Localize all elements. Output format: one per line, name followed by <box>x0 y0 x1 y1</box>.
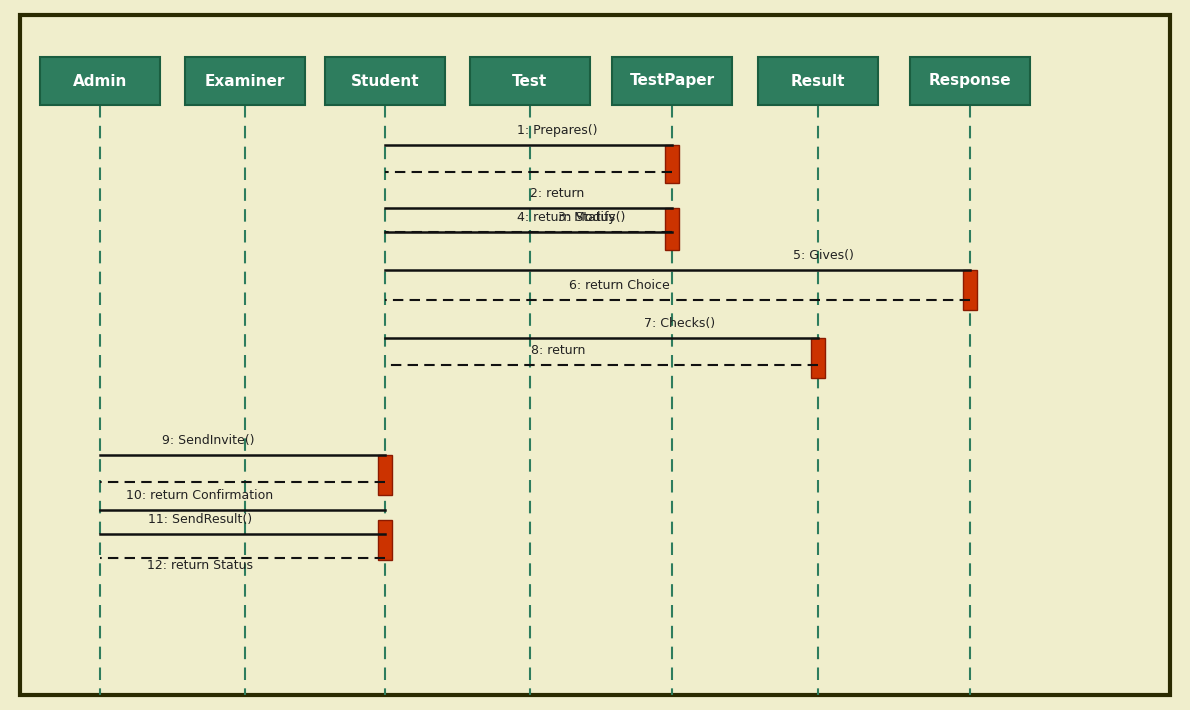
Text: 7: Checks(): 7: Checks() <box>644 317 715 330</box>
Bar <box>963 270 977 310</box>
Bar <box>812 338 825 378</box>
Text: Result: Result <box>790 74 845 89</box>
Text: Test: Test <box>513 74 547 89</box>
Text: 3: Modify(): 3: Modify() <box>558 211 625 224</box>
Text: Response: Response <box>928 74 1012 89</box>
Text: 6: return Choice: 6: return Choice <box>569 279 669 292</box>
Text: 10: return Confirmation: 10: return Confirmation <box>126 489 274 502</box>
Bar <box>40 57 159 105</box>
Text: Student: Student <box>351 74 419 89</box>
Bar <box>758 57 878 105</box>
Bar <box>470 57 590 105</box>
Text: TestPaper: TestPaper <box>630 74 714 89</box>
Bar <box>665 208 679 250</box>
Text: 1: Prepares(): 1: Prepares() <box>516 124 597 137</box>
Bar <box>325 57 445 105</box>
Text: 4: return Status: 4: return Status <box>516 211 615 224</box>
Bar <box>665 145 679 183</box>
Text: 12: return Status: 12: return Status <box>146 559 252 572</box>
Bar <box>184 57 305 105</box>
Text: Admin: Admin <box>73 74 127 89</box>
Text: 9: SendInvite(): 9: SendInvite() <box>162 434 255 447</box>
Text: 8: return: 8: return <box>531 344 585 357</box>
Bar <box>378 520 392 560</box>
Bar <box>378 455 392 495</box>
Text: Examiner: Examiner <box>205 74 286 89</box>
Bar <box>612 57 732 105</box>
Text: 5: Gives(): 5: Gives() <box>794 249 854 262</box>
Text: 2: return: 2: return <box>530 187 584 200</box>
Text: 11: SendResult(): 11: SendResult() <box>148 513 252 526</box>
Bar <box>910 57 1031 105</box>
